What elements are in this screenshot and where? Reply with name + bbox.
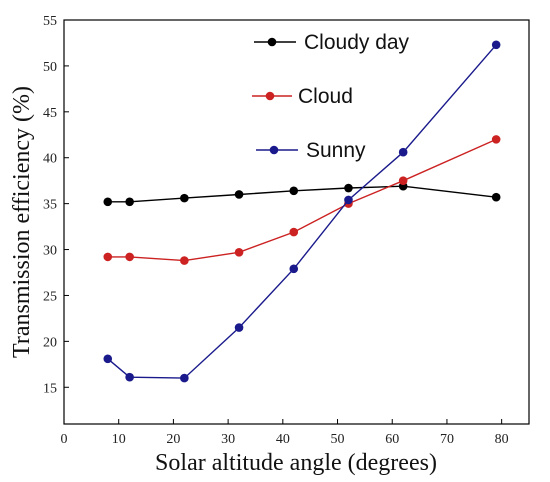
data-point-sunny xyxy=(491,40,501,50)
series-layer xyxy=(103,40,501,383)
data-point-cloudy-day xyxy=(344,183,353,193)
y-tick-label: 35 xyxy=(43,198,57,213)
x-tick-label: 50 xyxy=(331,432,345,447)
data-point-cloud xyxy=(125,252,134,262)
data-point-sunny xyxy=(289,264,299,274)
y-tick-label: 55 xyxy=(43,14,57,29)
y-tick-label: 25 xyxy=(43,289,57,304)
y-tick-label: 15 xyxy=(43,381,57,396)
series-line-cloud xyxy=(107,138,497,262)
data-point-sunny xyxy=(180,373,189,383)
data-point-cloudy-day xyxy=(234,190,244,199)
data-point-sunny xyxy=(344,195,353,205)
x-tick-label: 60 xyxy=(385,432,399,447)
y-tick-label: 50 xyxy=(43,60,57,75)
x-tick-label: 70 xyxy=(440,432,454,447)
plot-frame xyxy=(63,19,530,425)
x-axis: 0 10 20 30 40 50 60 70 80 xyxy=(61,419,509,447)
x-tick-label: 20 xyxy=(166,432,180,447)
x-axis-title: Solar altitude angle (degrees) xyxy=(155,450,437,476)
series-line-sunny xyxy=(107,44,497,379)
x-tick-label: 30 xyxy=(221,432,235,447)
x-tick-label: 10 xyxy=(112,432,126,447)
y-tick-label: 30 xyxy=(43,244,57,259)
data-point-sunny xyxy=(103,354,113,364)
series-line-cloudy-day xyxy=(107,185,497,203)
data-point-sunny xyxy=(234,323,244,332)
x-tick-label: 80 xyxy=(495,432,509,447)
y-tick-label: 20 xyxy=(43,335,57,350)
data-point-cloudy-day xyxy=(103,197,113,207)
data-point-cloud xyxy=(289,227,299,237)
data-point-cloud xyxy=(398,176,408,185)
x-tick-label: 40 xyxy=(276,432,290,447)
data-point-cloud xyxy=(180,256,189,265)
legend-marker-cloud xyxy=(265,91,275,101)
data-point-cloudy-day xyxy=(289,186,299,196)
data-point-cloudy-day xyxy=(125,197,134,207)
legend: Cloudy day Cloud Sunny xyxy=(252,31,410,162)
data-point-cloud xyxy=(491,135,501,144)
data-point-cloud xyxy=(234,248,244,257)
data-point-cloud xyxy=(103,252,113,262)
legend-marker-sunny xyxy=(269,145,279,155)
x-tick-label: 0 xyxy=(61,432,68,447)
data-point-sunny xyxy=(398,147,408,157)
data-point-sunny xyxy=(125,372,134,382)
legend-label-cloud: Cloud xyxy=(298,85,353,108)
y-tick-label: 40 xyxy=(43,152,57,167)
y-axis: 15 20 25 30 35 40 45 50 55 xyxy=(43,14,69,396)
data-point-cloudy-day xyxy=(491,192,501,202)
y-axis-title: Transmission efficiency (%) xyxy=(9,86,35,358)
data-point-cloudy-day xyxy=(180,193,189,203)
legend-label-sunny: Sunny xyxy=(306,139,366,162)
legend-marker-cloudy-day xyxy=(267,37,277,47)
legend-label-cloudy-day: Cloudy day xyxy=(304,31,410,54)
y-tick-label: 45 xyxy=(43,106,57,121)
